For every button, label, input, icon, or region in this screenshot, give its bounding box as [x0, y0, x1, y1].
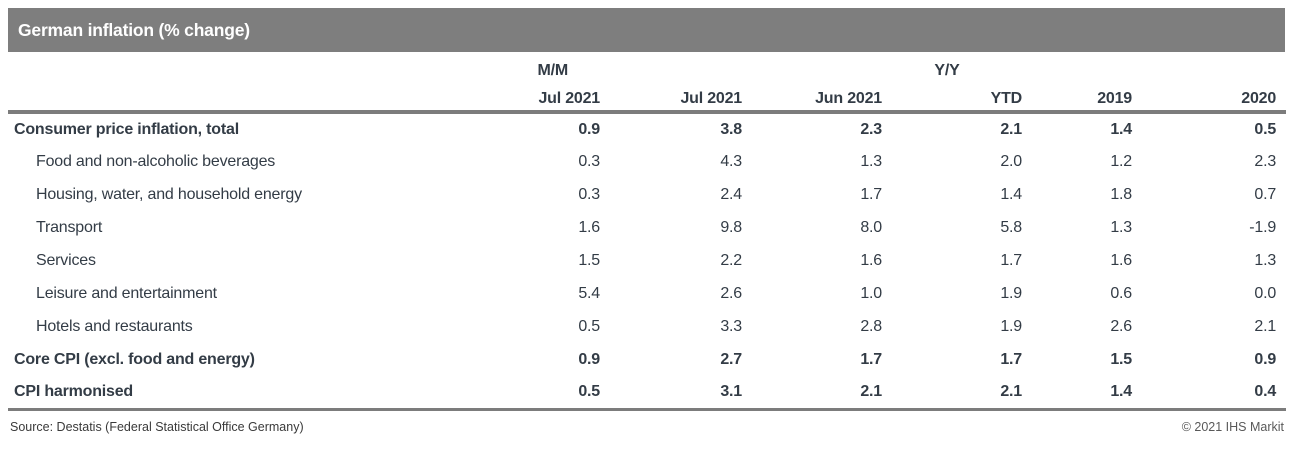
row-label: Housing, water, and household energy [36, 185, 302, 203]
table-header: M/M Y/Y Jul 2021 Jul 2021 Jun 2021 YTD 2… [8, 52, 1287, 114]
group-header-mm: M/M [537, 62, 568, 79]
table-body: Consumer price inflation, total 0.9 3.8 2.3… [8, 112, 1287, 411]
cell-value: 2.1 [1254, 317, 1277, 335]
cell-value: 0.5 [1254, 120, 1277, 138]
cell-value: 2.1 [750, 376, 890, 411]
column-header-2020: 2020 [1140, 82, 1287, 114]
cell-value: 5.4 [578, 284, 600, 302]
row-label: Core CPI (excl. food and energy) [14, 350, 255, 368]
row-label: Food and non-alcoholic beverages [36, 152, 276, 170]
cell-value: 1.6 [860, 251, 882, 269]
cell-value: 3.1 [608, 376, 750, 411]
cell-value: 0.7 [1254, 185, 1277, 203]
cell-value: 2.7 [720, 350, 742, 368]
header-spacer [8, 82, 428, 114]
table-row: Food and non-alcoholic beverages 0.3 4.3 1.… [8, 145, 1286, 178]
table-row: Leisure and entertainment 5.4 2.6 1.0 1.9 0.6… [8, 277, 1286, 310]
column-header-yy-jul-2021: Jul 2021 [608, 82, 750, 114]
cell-value: 1.7 [860, 185, 882, 203]
cell-value: 1.4 [1000, 185, 1022, 203]
cell-value: 0.9 [1254, 350, 1277, 368]
cell-value: 2.1 [1000, 120, 1022, 138]
cell-value: 2.6 [1110, 317, 1132, 335]
cell-value: 1.5 [1110, 350, 1132, 368]
column-header-mm-jul-2021: Jul 2021 [428, 82, 608, 114]
table-footer: Source: Destatis (Federal Statistical Of… [10, 420, 1284, 434]
cell-value: 1.4 [1110, 120, 1132, 138]
cell-value: 1.8 [1110, 185, 1132, 203]
cell-value: 1.2 [1110, 152, 1132, 170]
cell-value: 1.4 [1030, 376, 1140, 411]
cell-value: 1.9 [1000, 284, 1022, 302]
cell-value: 9.8 [720, 218, 742, 236]
cell-value: 0.9 [578, 350, 600, 368]
cell-value: 1.6 [1110, 251, 1132, 269]
cell-value: 1.3 [1254, 251, 1277, 269]
row-label: Hotels and restaurants [36, 317, 193, 335]
cell-value: 5.8 [1000, 218, 1022, 236]
row-label: CPI harmonised [8, 376, 428, 411]
cell-value: 0.5 [428, 376, 608, 411]
table-row: Core CPI (excl. food and energy) 0.9 2.7 1.… [8, 343, 1286, 376]
row-label: Transport [36, 218, 103, 236]
cell-value: 0.6 [1110, 284, 1132, 302]
cell-value: 1.3 [860, 152, 882, 170]
table-row: Consumer price inflation, total 0.9 3.8 2.3… [8, 112, 1286, 145]
column-header-ytd: YTD [890, 82, 1030, 114]
cell-value: 2.1 [890, 376, 1030, 411]
table-row: Services 1.5 2.2 1.6 1.7 1.6 1.3 [8, 244, 1286, 277]
table-row: Housing, water, and household energy 0.3 2… [8, 178, 1286, 211]
header-spacer [8, 52, 428, 82]
cell-value: 2.4 [720, 185, 742, 203]
table-title: German inflation (% change) [18, 19, 250, 40]
cell-value: 1.5 [578, 251, 600, 269]
cell-value: 0.4 [1140, 376, 1287, 411]
cell-value: 0.5 [578, 317, 600, 335]
cell-value: 2.3 [1254, 152, 1277, 170]
column-header-row: Jul 2021 Jul 2021 Jun 2021 YTD 2019 2020 [8, 82, 1287, 114]
cell-value: 3.8 [720, 120, 742, 138]
column-header-yy-jun-2021: Jun 2021 [750, 82, 890, 114]
column-header-2019: 2019 [1030, 82, 1140, 114]
cell-value: 2.2 [720, 251, 742, 269]
cell-value: 8.0 [860, 218, 882, 236]
cell-value: 1.0 [860, 284, 882, 302]
cell-value: 1.3 [1110, 218, 1132, 236]
inflation-table: M/M Y/Y Jul 2021 Jul 2021 Jun 2021 YTD 2… [8, 52, 1287, 411]
table-row: Hotels and restaurants 0.5 3.3 2.8 1.9 2.6 2.1 [8, 310, 1286, 343]
cell-value: -1.9 [1249, 218, 1277, 236]
cell-value: 2.8 [860, 317, 882, 335]
cell-value: 1.6 [578, 218, 600, 236]
cell-value: 1.7 [1000, 251, 1022, 269]
row-label: Leisure and entertainment [36, 284, 217, 302]
cell-value: 3.3 [720, 317, 742, 335]
cell-value: 0.0 [1254, 284, 1277, 302]
source-note: Source: Destatis (Federal Statistical Of… [10, 419, 304, 434]
table-title-bar: German inflation (% change) [8, 8, 1285, 52]
cell-value: 1.7 [860, 350, 882, 368]
cell-value: 4.3 [720, 152, 742, 170]
column-group-row: M/M Y/Y [8, 52, 1286, 82]
table-row: Transport 1.6 9.8 8.0 5.8 1.3 -1.9 [8, 211, 1286, 244]
group-header-yy: Y/Y [934, 62, 960, 79]
row-label: Consumer price inflation, total [14, 120, 239, 138]
cell-value: 2.0 [1000, 152, 1022, 170]
table-row: CPI harmonised 0.5 3.1 2.1 2.1 1.4 0.4 [8, 376, 1287, 411]
cell-value: 1.7 [1000, 350, 1022, 368]
cell-value: 0.3 [578, 185, 600, 203]
row-label: Services [36, 251, 96, 269]
cell-value: 2.3 [860, 120, 882, 138]
report-figure: German inflation (% change) M/M Y/Y Jul … [0, 8, 1297, 459]
cell-value: 2.6 [720, 284, 742, 302]
cell-value: 1.9 [1000, 317, 1022, 335]
cell-value: 0.9 [578, 120, 600, 138]
copyright-note: © 2021 IHS Markit [1181, 419, 1284, 434]
cell-value: 0.3 [578, 152, 600, 170]
